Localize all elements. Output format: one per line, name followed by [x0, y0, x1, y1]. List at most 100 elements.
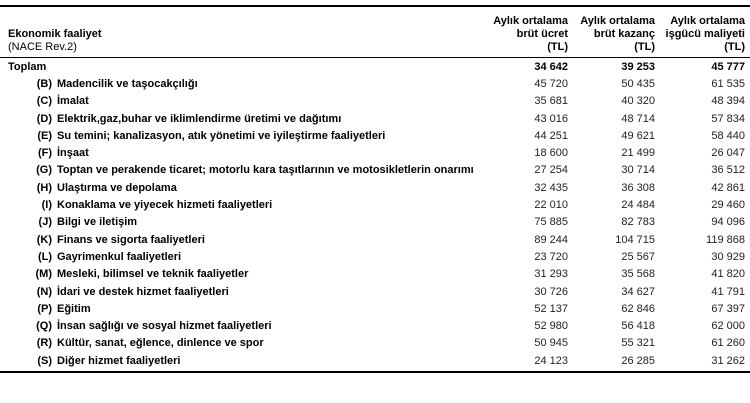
column-header-line: brüt ücret	[516, 28, 568, 40]
total-gross-earnings-value: 39 253	[621, 60, 655, 73]
labour-cost-value: 36 512	[711, 164, 745, 177]
gross-earnings-value: 24 484	[621, 199, 655, 212]
gross-wage-value: 89 244	[534, 233, 568, 246]
table-row: (K) Finans ve sigorta faaliyetleri 89 24…	[0, 231, 750, 248]
column-header-labour-cost: Aylık ortalama işgücü maliyeti (TL)	[655, 15, 745, 54]
sector-label: Mesleki, bilimsel ve teknik faaliyetler	[57, 268, 249, 281]
sector-label: İdari ve destek hizmet faaliyetleri	[57, 285, 229, 298]
gross-earnings-value: 30 714	[621, 164, 655, 177]
total-labour-cost-value: 45 777	[711, 60, 745, 73]
column-header-line: (TL)	[634, 41, 655, 53]
table-row: (F) İnşaat 18 600 21 499 26 047	[0, 144, 750, 161]
gross-wage-value: 52 137	[534, 302, 568, 315]
sector-code: (E)	[37, 129, 52, 142]
gross-wage-value: 75 885	[534, 216, 568, 229]
gross-wage-value: 18 600	[534, 147, 568, 160]
labour-cost-value: 94 096	[711, 216, 745, 229]
sector-label: Kültür, sanat, eğlence, dinlence ve spor	[57, 337, 264, 350]
gross-earnings-value: 35 568	[621, 268, 655, 281]
labour-cost-value: 58 440	[711, 129, 745, 142]
gross-wage-value: 44 251	[534, 129, 568, 142]
sector-label: İnşaat	[57, 147, 89, 160]
gross-wage-value: 30 726	[534, 285, 568, 298]
table-row: (L) Gayrimenkul faaliyetleri 23 720 25 5…	[0, 248, 750, 265]
labour-cost-value: 42 861	[711, 181, 745, 194]
gross-wage-value: 35 681	[534, 95, 568, 108]
sector-code: (D)	[36, 112, 52, 125]
sector-label: Gayrimenkul faaliyetleri	[57, 250, 182, 263]
labour-cost-value: 41 820	[711, 268, 745, 281]
table-header-row: Ekonomik faaliyet (NACE Rev.2) Aylık ort…	[0, 7, 750, 58]
sector-code: (L)	[37, 250, 52, 263]
sector-label: Diğer hizmet faaliyetleri	[57, 354, 181, 367]
gross-earnings-value: 82 783	[621, 216, 655, 229]
column-header-line: (TL)	[547, 41, 568, 53]
sector-label: Finans ve sigorta faaliyetleri	[57, 233, 205, 246]
sector-code: (K)	[36, 233, 52, 246]
sector-code: (Q)	[36, 320, 52, 333]
gross-earnings-value: 49 621	[621, 129, 655, 142]
sector-label: İmalat	[57, 95, 89, 108]
gross-earnings-value: 62 846	[621, 302, 655, 315]
labour-cost-value: 61 535	[711, 77, 745, 90]
labour-cost-value: 61 260	[711, 337, 745, 350]
sector-label: Su temini; kanalizasyon, atık yönetimi v…	[57, 129, 386, 142]
sector-code: (G)	[36, 164, 52, 177]
sector-label: Ulaştırma ve depolama	[57, 181, 177, 194]
sector-code: (M)	[35, 268, 53, 281]
sector-code: (H)	[36, 181, 52, 194]
gross-wage-value: 32 435	[534, 181, 568, 194]
gross-earnings-value: 26 285	[621, 354, 655, 367]
sector-code: (B)	[36, 77, 52, 90]
total-row-label: Toplam	[8, 60, 47, 73]
gross-earnings-value: 25 567	[621, 250, 655, 263]
column-header-gross-wage: Aylık ortalama brüt ücret (TL)	[480, 15, 568, 54]
labour-cost-value: 67 397	[711, 302, 745, 315]
sector-label: İnsan sağlığı ve sosyal hizmet faaliyetl…	[57, 320, 272, 333]
sector-rows: (B) Madencilik ve taşocakçılığı 45 720 5…	[0, 75, 750, 369]
header-economic-activity-title: Ekonomik faaliyet	[8, 28, 102, 40]
sector-code: (R)	[36, 337, 52, 350]
sector-code: (J)	[38, 216, 52, 229]
sector-code: (F)	[37, 147, 52, 160]
table-row: (G) Toptan ve perakende ticaret; motorlu…	[0, 162, 750, 179]
table-row: (I) Konaklama ve yiyecek hizmeti faaliye…	[0, 196, 750, 213]
sector-label: Toptan ve perakende ticaret; motorlu kar…	[57, 164, 474, 177]
labour-cost-value: 26 047	[711, 147, 745, 160]
wage-table: Ekonomik faaliyet (NACE Rev.2) Aylık ort…	[0, 5, 750, 374]
sector-code: (P)	[37, 302, 52, 315]
gross-wage-value: 24 123	[534, 354, 568, 367]
table-row: (B) Madencilik ve taşocakçılığı 45 720 5…	[0, 75, 750, 92]
labour-cost-value: 62 000	[711, 320, 745, 333]
sector-code: (S)	[37, 354, 52, 367]
column-header-line: işgücü maliyeti	[665, 28, 745, 40]
gross-wage-value: 22 010	[534, 199, 568, 212]
column-header-line: (TL)	[724, 41, 745, 53]
gross-wage-value: 31 293	[534, 268, 568, 281]
sector-code: (C)	[36, 95, 52, 108]
gross-wage-value: 52 980	[534, 320, 568, 333]
sector-label: Bilgi ve iletişim	[57, 216, 138, 229]
gross-earnings-value: 40 320	[621, 95, 655, 108]
labour-cost-value: 29 460	[711, 199, 745, 212]
table-row: (S) Diğer hizmet faaliyetleri 24 123 26 …	[0, 352, 750, 369]
gross-earnings-value: 50 435	[621, 77, 655, 90]
column-header-line: Aylık ortalama	[580, 15, 655, 27]
labour-cost-value: 31 262	[711, 354, 745, 367]
column-header-gross-earnings: Aylık ortalama brüt kazanç (TL)	[568, 15, 655, 54]
table-row: (Q) İnsan sağlığı ve sosyal hizmet faali…	[0, 317, 750, 334]
table-row: (C) İmalat 35 681 40 320 48 394	[0, 93, 750, 110]
gross-earnings-value: 34 627	[621, 285, 655, 298]
labour-cost-value: 48 394	[711, 95, 745, 108]
sector-label: Madencilik ve taşocakçılığı	[57, 77, 198, 90]
gross-earnings-value: 48 714	[621, 112, 655, 125]
gross-earnings-value: 56 418	[621, 320, 655, 333]
sector-label: Konaklama ve yiyecek hizmeti faaliyetler…	[57, 199, 273, 212]
gross-wage-value: 43 016	[534, 112, 568, 125]
gross-wage-value: 23 720	[534, 250, 568, 263]
gross-earnings-value: 36 308	[621, 181, 655, 194]
table-row: (N) İdari ve destek hizmet faaliyetleri …	[0, 283, 750, 300]
table-row: (D) Elektrik,gaz,buhar ve iklimlendirme …	[0, 110, 750, 127]
gross-wage-value: 45 720	[534, 77, 568, 90]
